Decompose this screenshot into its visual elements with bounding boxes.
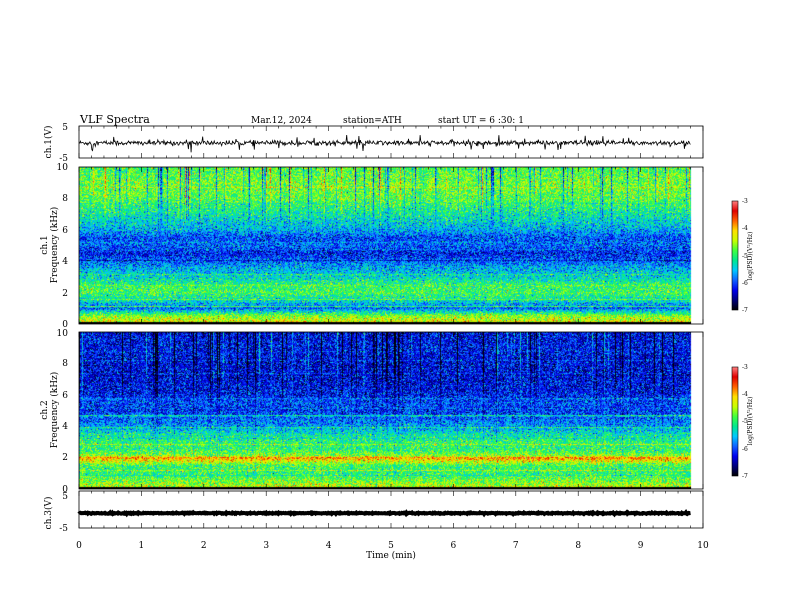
ch2-spectrogram-frame [78,331,704,490]
ch2-ytick-0: 0 [62,485,68,495]
xtick-1: 1 [139,541,145,551]
ch2-colorbar-gradient [732,367,738,476]
header-station: station=ATH [343,116,402,126]
ch1-trace-line [78,134,691,153]
ch2-ytick-4: 4 [62,422,68,432]
x-axis-label: Time (min) [366,550,416,561]
ch3-trace-line [77,509,691,518]
xtick-6: 6 [451,541,457,551]
ch2-ytick-10: 10 [57,329,69,339]
ch2-spectrogram-image [79,332,703,489]
panel-ch3-trace: 5 -5 ch.3(V) [43,490,704,534]
xtick-7: 7 [513,541,519,551]
ch2-colorbar-tick-m7: -7 [742,473,748,480]
ch2-colorbar-frame [731,366,739,477]
xtick-5: 5 [388,541,394,551]
ch2-spectrogram-ylabel-frequency: Frequency (kHz) [49,372,60,449]
xtick-8: 8 [575,541,581,551]
x-axis: 0 1 2 3 4 5 6 7 8 9 10 Time (min) [76,541,709,561]
ch1-ytick-10: 10 [57,163,69,173]
panel-ch1-spectrogram: 0 2 4 6 8 10 ch.1 Frequency (kHz) [40,163,704,330]
ch2-colorbar-tick-m6: -6 [742,446,748,453]
ch1-colorbar: -3 -4 -5 -6 -7 log(PSD)(V²/Hz) [731,198,754,314]
xtick-9: 9 [638,541,644,551]
ch1-trace-frame [78,125,704,159]
ch1-ytick-0: 0 [62,320,68,330]
ch1-spectrogram-frame [78,166,704,325]
header-date: Mar.12, 2024 [251,116,312,126]
ch3-trace-ylabel: ch.3(V) [43,497,54,530]
xtick-10: 10 [697,541,709,551]
ch1-colorbar-tick-m4: -4 [742,225,748,232]
ch2-colorbar-tick-m3: -3 [742,364,748,371]
panel-ch1-trace: 5 -5 ch.1(V) [43,123,704,164]
ch2-colorbar-tick-m5: -5 [742,418,748,425]
panel-ch2-spectrogram: 0 2 4 6 8 10 ch.2 Frequency (kHz) [40,329,704,495]
ch1-colorbar-tick-m7: -7 [742,307,748,314]
header-start-time: start UT = 6 :30: 1 [438,116,524,126]
ch2-ytick-2: 2 [62,453,68,463]
figure-title: VLF Spectra [79,113,150,126]
ch1-ytick-bottom: -5 [59,154,68,164]
ch1-trace-ylabel: ch.1(V) [43,126,54,159]
xtick-4: 4 [326,541,332,551]
ch3-ytick-bottom: -5 [59,524,68,534]
ch1-spectrogram-ticks [78,167,704,324]
ch1-ytick-8: 8 [62,194,68,204]
xtick-2: 2 [201,541,207,551]
ch1-colorbar-tick-m3: -3 [742,198,748,205]
ch3-ytick-top: 5 [62,492,68,502]
ch2-ytick-6: 6 [62,391,68,401]
ch2-spectrogram-ylabel-channel: ch.2 [40,400,50,419]
ch1-colorbar-label: log(PSD)(V²/Hz) [747,232,754,281]
ch1-spectrogram-image [79,167,703,324]
ch2-ytick-8: 8 [62,359,68,369]
ch1-colorbar-tick-m5: -5 [742,253,748,260]
ch1-ytick-top: 5 [62,123,68,133]
ch2-colorbar-tick-m4: -4 [742,391,748,398]
ch1-ytick-4: 4 [62,257,68,267]
ch1-trace-ticks [78,126,704,158]
ch3-trace-frame [78,490,704,529]
xtick-3: 3 [263,541,269,551]
ch1-colorbar-gradient [732,201,738,310]
ch1-spectrogram-ylabel-channel: ch.1 [40,235,50,254]
ch1-ytick-2: 2 [62,289,68,299]
ch3-trace-ticks [78,491,704,528]
ch1-ytick-6: 6 [62,226,68,236]
ch1-colorbar-tick-m6: -6 [742,280,748,287]
ch2-colorbar: -3 -4 -5 -6 -7 log(PSD)(V²/Hz) [731,364,754,480]
ch1-spectrogram-ylabel-frequency: Frequency (kHz) [49,207,60,284]
ch2-colorbar-label: log(PSD)(V²/Hz) [747,397,754,446]
ch1-colorbar-frame [731,200,739,311]
xtick-0: 0 [76,541,82,551]
